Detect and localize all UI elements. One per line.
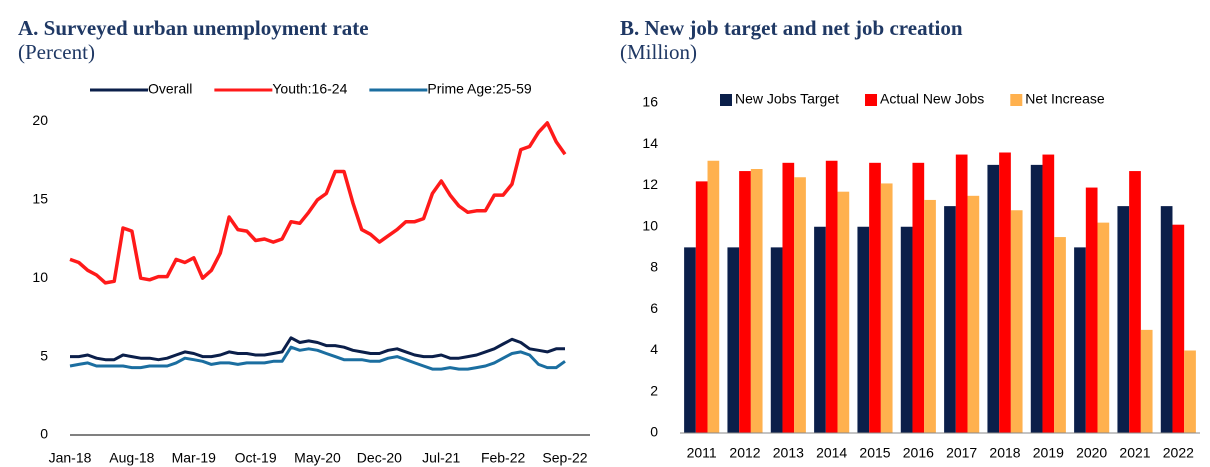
- x-tick-label: Oct-19: [235, 450, 277, 466]
- bar: [900, 226, 913, 433]
- legend-swatch: [1010, 94, 1023, 106]
- bar: [1140, 329, 1153, 433]
- bar: [1129, 171, 1141, 433]
- bar: [750, 169, 763, 433]
- y-tick-label: 4: [650, 341, 658, 357]
- x-tick-label: 2022: [1163, 445, 1194, 461]
- bar: [869, 162, 881, 433]
- y-tick-label: 0: [40, 426, 48, 442]
- bar: [814, 226, 826, 433]
- legend-label: New Jobs Target: [735, 91, 839, 107]
- y-tick-label: 16: [642, 94, 658, 110]
- x-tick-label: Jan-18: [49, 450, 92, 466]
- legend-label: Youth:16-24: [272, 81, 347, 97]
- bar: [1042, 154, 1055, 433]
- y-tick-label: 10: [642, 217, 658, 233]
- chart-title: B. New job target and net job creation: [620, 16, 963, 40]
- y-tick-label: 15: [32, 190, 48, 206]
- legend-swatch: [865, 94, 878, 106]
- bar: [857, 226, 870, 433]
- line-series: [69, 121, 567, 285]
- y-tick-label: 0: [650, 424, 658, 440]
- line-series: [69, 345, 566, 371]
- y-tick-label: 12: [642, 176, 658, 192]
- y-tick-label: 10: [32, 269, 48, 285]
- bar: [1117, 206, 1130, 433]
- bar: [794, 177, 806, 433]
- bar: [770, 247, 783, 433]
- y-tick-label: 20: [32, 112, 48, 128]
- bar: [1054, 237, 1066, 433]
- x-tick-label: 2016: [903, 445, 934, 461]
- bar: [1097, 222, 1110, 433]
- x-tick-label: May-20: [294, 450, 341, 466]
- x-tick-label: Mar-19: [172, 450, 217, 466]
- x-tick-label: 2015: [859, 445, 890, 461]
- x-tick-label: 2019: [1033, 445, 1064, 461]
- bar: [739, 171, 751, 433]
- x-tick-label: 2011: [687, 445, 717, 461]
- y-tick-label: 14: [642, 135, 658, 151]
- bar: [1010, 210, 1023, 433]
- x-tick-label: Dec-20: [357, 450, 402, 466]
- bar: [837, 191, 850, 433]
- bar: [955, 154, 968, 433]
- bar: [707, 160, 720, 433]
- chart-subtitle: (Percent): [18, 40, 95, 64]
- y-tick-label: 2: [650, 382, 658, 398]
- bar: [912, 162, 925, 433]
- bar: [880, 183, 893, 433]
- y-tick-label: 6: [650, 300, 658, 316]
- y-tick-label: 8: [650, 259, 658, 275]
- bar: [987, 164, 1000, 433]
- bar: [1160, 206, 1173, 433]
- bar: [1030, 164, 1043, 433]
- x-tick-label: 2012: [729, 445, 760, 461]
- bar: [684, 247, 696, 433]
- x-tick-label: 2017: [946, 445, 977, 461]
- bar: [924, 199, 936, 433]
- x-tick-label: 2018: [989, 445, 1020, 461]
- bar: [1172, 224, 1185, 433]
- x-tick-label: 2021: [1119, 445, 1150, 461]
- legend-swatch: [720, 94, 732, 106]
- bar: [1085, 187, 1098, 433]
- x-tick-label: 2020: [1076, 445, 1107, 461]
- chart-title: A. Surveyed urban unemployment rate: [18, 16, 369, 40]
- x-tick-label: Feb-22: [481, 450, 526, 466]
- legend-label: Overall: [148, 81, 192, 97]
- y-tick-label: 5: [40, 347, 48, 363]
- x-tick-label: Sep-22: [542, 450, 587, 466]
- bar: [782, 162, 795, 433]
- bar: [967, 195, 980, 433]
- bar: [944, 206, 956, 433]
- x-tick-label: 2013: [773, 445, 804, 461]
- bar: [825, 160, 838, 433]
- bar: [999, 152, 1011, 433]
- legend-label: Prime Age:25-59: [427, 81, 531, 97]
- chart-subtitle: (Million): [620, 40, 697, 64]
- line-series: [70, 336, 565, 362]
- bar: [727, 247, 740, 433]
- bar: [695, 181, 708, 433]
- bar: [1074, 247, 1086, 433]
- legend-label: Actual New Jobs: [880, 91, 984, 107]
- x-tick-label: 2014: [816, 445, 847, 461]
- legend-label: Net Increase: [1025, 91, 1105, 107]
- x-tick-label: Aug-18: [109, 450, 154, 466]
- bar: [1184, 350, 1196, 433]
- x-tick-label: Jul-21: [422, 450, 460, 466]
